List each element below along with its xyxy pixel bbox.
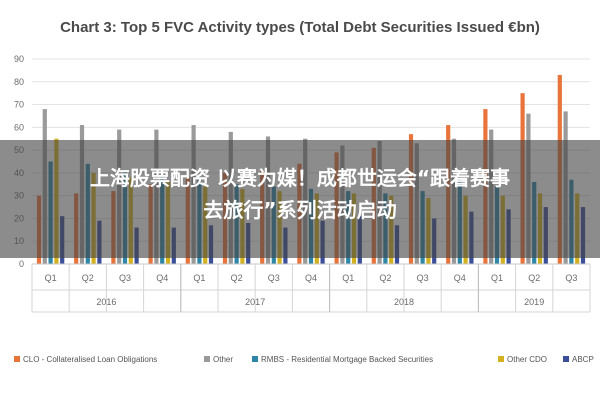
x-tick-label: Q2 [82,273,94,283]
x-tick-label: Q3 [268,273,280,283]
x-tick-label: Q2 [379,273,391,283]
x-tick-label: Q4 [156,273,168,283]
legend-label: Other CDO [507,355,547,364]
year-label: 2016 [96,297,116,307]
legend-swatch [498,356,504,362]
x-tick-label: Q1 [193,273,205,283]
legend-item: Other [204,355,233,364]
x-tick-label: Q3 [119,273,131,283]
year-label: 2018 [394,297,414,307]
year-label: 2017 [245,297,265,307]
x-tick-label: Q1 [491,273,503,283]
legend-item: ABCP [563,355,594,364]
caption-text: 上海股票配资 以赛为媒！成都世运会“跟着赛事 去旅行”系列活动启动 [89,166,511,222]
legend-item: RMBS - Residential Mortgage Backed Secur… [252,355,433,364]
y-tick-label: 80 [14,77,24,87]
x-tick-label: Q3 [565,273,577,283]
chart-title: Chart 3: Top 5 FVC Activity types (Total… [60,19,540,36]
year-label: 2019 [524,297,544,307]
x-tick-label: Q4 [305,273,317,283]
legend-label: RMBS - Residential Mortgage Backed Secur… [261,355,433,364]
x-tick-label: Q4 [454,273,466,283]
x-tick-label: Q1 [45,273,57,283]
legend-label: CLO - Collateralised Loan Obligations [23,355,157,364]
x-axis: Q1 Q2 Q3 Q4 Q1 Q2 Q3 Q4 Q1 Q2 Q3 Q4 Q1 Q2 Q3 2016 2017 20… [31,263,591,313]
legend-item: Other CDO [498,355,547,364]
legend-label: Other [213,355,233,364]
legend-item: CLO - Collateralised Loan Obligations [14,355,157,364]
legend-swatch [14,356,20,362]
x-tick-label: Q2 [528,273,540,283]
caption-banner: 上海股票配资 以赛为媒！成都世运会“跟着赛事 去旅行”系列活动启动 [0,140,600,258]
legend: CLO - Collateralised Loan Obligations Oth… [14,355,594,364]
y-tick-label: 60 [14,122,24,132]
legend-swatch [204,356,210,362]
x-tick-label: Q3 [417,273,429,283]
legend-swatch [252,356,258,362]
y-tick-label: 0 [19,259,24,269]
legend-swatch [563,356,569,362]
x-tick-label: Q1 [342,273,354,283]
y-tick-label: 90 [14,54,24,64]
y-tick-label: 70 [14,100,24,110]
legend-label: ABCP [572,355,594,364]
x-tick-label: Q2 [231,273,243,283]
